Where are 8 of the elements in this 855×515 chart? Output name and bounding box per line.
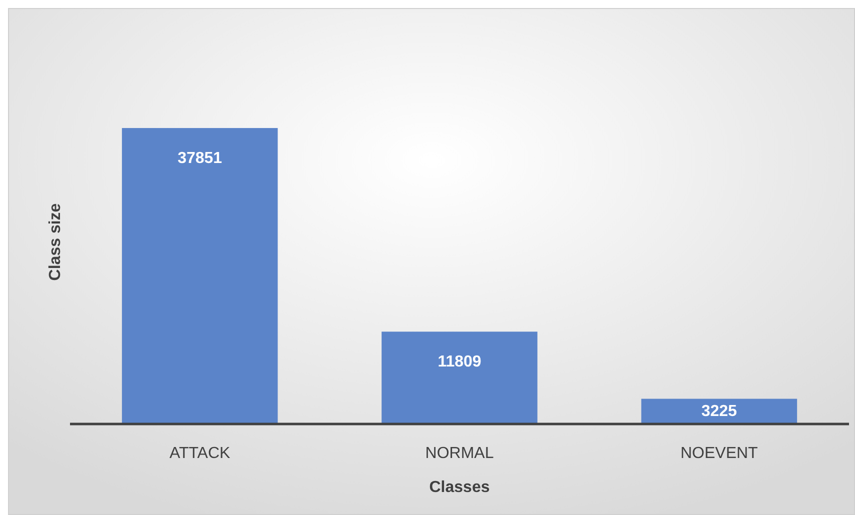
y-axis-title: Class size [47, 203, 64, 281]
x-tick-label: NORMAL [425, 445, 494, 462]
x-axis-title: Classes [429, 479, 490, 496]
x-tick-label: NOEVENT [680, 445, 758, 462]
x-tick-label: ATTACK [169, 445, 231, 462]
data-label: 11809 [438, 354, 482, 371]
data-label: 37851 [178, 150, 222, 168]
data-label: 3225 [701, 403, 738, 420]
